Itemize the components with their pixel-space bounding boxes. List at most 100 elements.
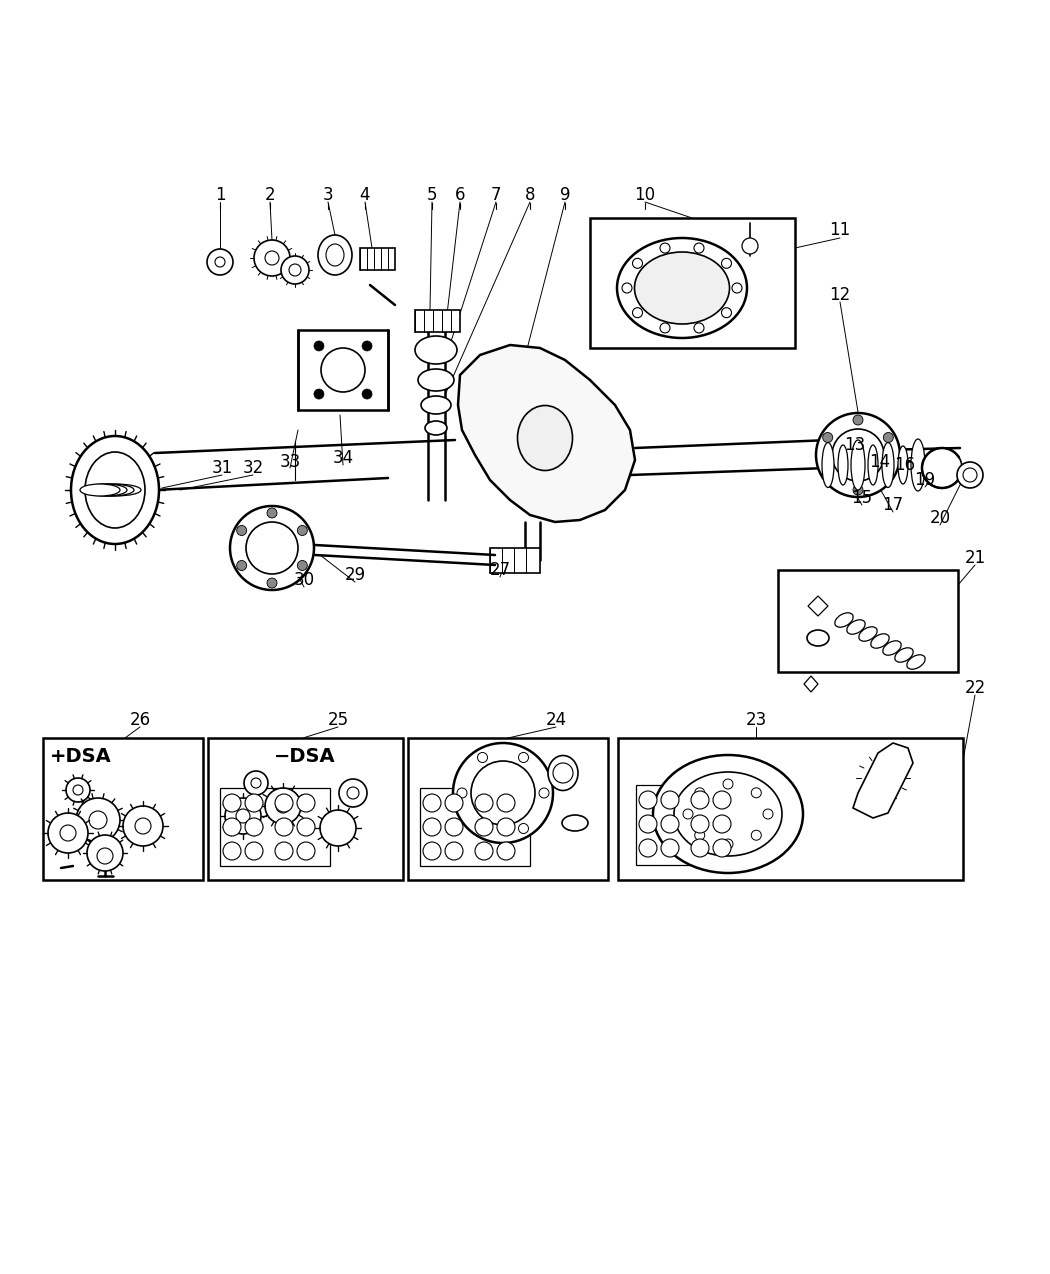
Circle shape [254, 240, 290, 276]
Circle shape [662, 791, 679, 809]
Text: 29: 29 [344, 566, 365, 583]
Circle shape [475, 818, 494, 836]
Polygon shape [808, 596, 828, 617]
Ellipse shape [835, 613, 854, 627]
Circle shape [320, 810, 356, 846]
Ellipse shape [838, 445, 848, 485]
Circle shape [76, 798, 120, 842]
Text: 6: 6 [455, 186, 465, 204]
Circle shape [445, 818, 463, 836]
Circle shape [660, 243, 670, 254]
Circle shape [275, 818, 293, 836]
Ellipse shape [674, 772, 782, 856]
Circle shape [622, 283, 632, 293]
Ellipse shape [415, 336, 457, 364]
Text: 20: 20 [929, 510, 950, 527]
Circle shape [497, 794, 514, 812]
Circle shape [823, 432, 833, 442]
Circle shape [297, 794, 315, 812]
Circle shape [445, 794, 463, 812]
Circle shape [695, 787, 705, 798]
Circle shape [457, 789, 467, 798]
Circle shape [265, 789, 301, 824]
Ellipse shape [318, 234, 352, 275]
Circle shape [97, 848, 113, 864]
Text: 10: 10 [634, 186, 655, 204]
Circle shape [289, 264, 301, 276]
Bar [636, 785, 745, 865]
Text: 7: 7 [490, 186, 501, 204]
Ellipse shape [85, 452, 145, 527]
Circle shape [723, 840, 733, 848]
Circle shape [519, 753, 528, 763]
Ellipse shape [80, 484, 120, 496]
Circle shape [639, 815, 657, 833]
Bar [490, 548, 540, 573]
Text: 1: 1 [214, 186, 226, 204]
Ellipse shape [83, 484, 127, 496]
Ellipse shape [898, 446, 908, 484]
Text: 4: 4 [360, 186, 371, 204]
Circle shape [445, 842, 463, 860]
Circle shape [883, 432, 894, 442]
Circle shape [346, 787, 359, 799]
Circle shape [223, 794, 242, 812]
Bar [420, 789, 530, 866]
Circle shape [713, 840, 731, 857]
Ellipse shape [895, 647, 914, 662]
Ellipse shape [418, 369, 454, 391]
Ellipse shape [850, 440, 865, 490]
Circle shape [539, 789, 549, 798]
Circle shape [297, 842, 315, 860]
Circle shape [853, 485, 863, 496]
Circle shape [691, 791, 709, 809]
Text: 9: 9 [560, 186, 570, 204]
Circle shape [694, 322, 704, 333]
Bar [590, 218, 795, 348]
Circle shape [883, 468, 894, 478]
Circle shape [691, 815, 709, 833]
Text: 30: 30 [293, 571, 315, 589]
Ellipse shape [882, 442, 894, 488]
Circle shape [236, 525, 247, 535]
Circle shape [713, 791, 731, 809]
Circle shape [423, 794, 441, 812]
Text: 33: 33 [279, 454, 300, 471]
Ellipse shape [89, 484, 141, 496]
Circle shape [423, 818, 441, 836]
Circle shape [478, 753, 487, 763]
Circle shape [48, 813, 88, 854]
Circle shape [123, 806, 163, 846]
Circle shape [362, 341, 372, 350]
Ellipse shape [562, 815, 588, 831]
Text: 31: 31 [211, 459, 233, 476]
Circle shape [682, 809, 693, 819]
Text: 26: 26 [129, 711, 150, 729]
Bar [360, 248, 395, 270]
Text: 3: 3 [322, 186, 333, 204]
Circle shape [453, 743, 553, 843]
Text: 14: 14 [869, 454, 890, 471]
Circle shape [497, 842, 514, 860]
Ellipse shape [421, 396, 452, 414]
Circle shape [236, 561, 247, 571]
Circle shape [314, 341, 324, 350]
Text: 2: 2 [265, 186, 275, 204]
Circle shape [632, 259, 643, 269]
Circle shape [223, 818, 242, 836]
Ellipse shape [907, 655, 925, 669]
Circle shape [135, 818, 151, 834]
Circle shape [207, 248, 233, 275]
Circle shape [244, 771, 268, 795]
Ellipse shape [822, 442, 834, 488]
Circle shape [275, 794, 293, 812]
Circle shape [362, 389, 372, 399]
Circle shape [471, 761, 536, 826]
Circle shape [732, 283, 742, 293]
Polygon shape [458, 345, 635, 522]
Circle shape [823, 468, 833, 478]
Ellipse shape [859, 627, 877, 641]
Circle shape [721, 259, 732, 269]
Text: 22: 22 [964, 679, 986, 697]
Text: 12: 12 [830, 285, 850, 304]
